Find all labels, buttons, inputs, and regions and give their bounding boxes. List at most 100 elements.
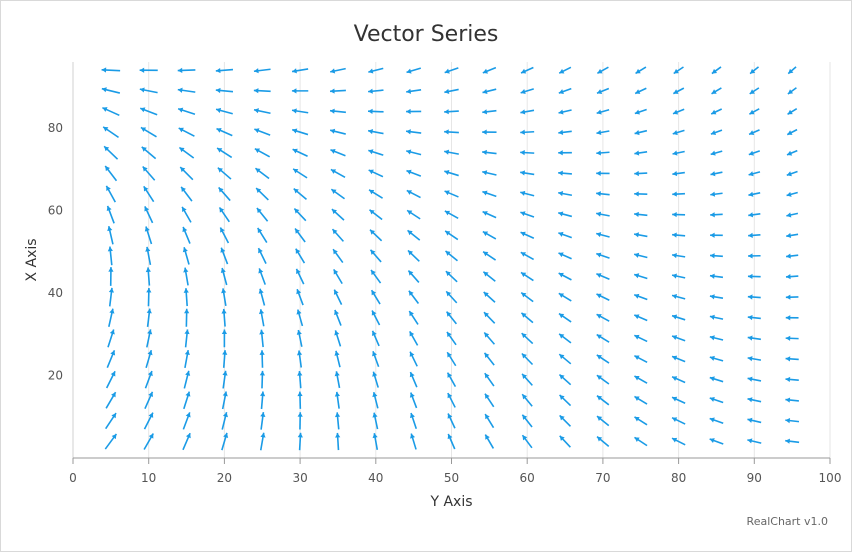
- credit-label: RealChart v1.0: [746, 515, 828, 528]
- vector-arrow: [447, 433, 456, 450]
- vector-arrow: [520, 66, 534, 74]
- vector-arrow: [334, 330, 342, 347]
- vector-arrow: [258, 268, 266, 285]
- vector-arrow: [297, 370, 303, 389]
- vector-arrow: [177, 107, 196, 116]
- vector-arrow: [146, 287, 152, 307]
- vector-arrow: [634, 211, 648, 217]
- vector-arrow: [596, 150, 610, 156]
- vector-arrow: [218, 186, 231, 202]
- vector-arrow: [483, 331, 496, 345]
- vector-arrow: [141, 146, 157, 160]
- vector-arrow: [259, 350, 265, 368]
- vector-arrow: [671, 294, 686, 300]
- vector-arrow: [558, 333, 572, 344]
- vector-arrow: [671, 273, 686, 279]
- vector-arrow: [183, 288, 189, 307]
- vector-arrow: [747, 417, 762, 424]
- vector-arrow: [291, 68, 309, 74]
- vector-arrow: [221, 329, 228, 348]
- vector-arrow: [408, 290, 420, 304]
- vector-arrow: [520, 271, 534, 282]
- vector-arrow: [634, 108, 647, 115]
- vector-arrow: [709, 438, 724, 445]
- vector-arrow: [291, 88, 309, 94]
- vector-arrow: [407, 270, 420, 283]
- vector-arrow: [293, 207, 307, 222]
- vector-arrow: [559, 414, 572, 427]
- vector-arrow: [406, 88, 422, 94]
- vector-arrow: [748, 129, 760, 136]
- vector-arrow: [254, 128, 271, 136]
- vector-arrow: [334, 371, 341, 389]
- vector-arrow: [749, 66, 760, 75]
- vector-arrow: [253, 108, 271, 115]
- vector-arrow: [710, 108, 723, 115]
- vector-arrow: [446, 372, 457, 388]
- y-tick-label: 20: [48, 369, 63, 383]
- vector-arrow: [596, 313, 610, 322]
- vector-arrow: [483, 291, 496, 303]
- vector-arrow: [329, 108, 346, 114]
- vector-arrow: [748, 150, 761, 156]
- vector-arrow: [785, 418, 800, 424]
- vector-arrow: [671, 355, 686, 363]
- vector-arrow: [748, 108, 760, 115]
- vector-arrow: [145, 349, 153, 369]
- vector-arrow: [634, 436, 648, 447]
- vector-arrow: [104, 165, 118, 182]
- vector-arrow: [143, 433, 154, 450]
- vector-arrow: [709, 417, 724, 424]
- vector-arrow: [178, 146, 195, 159]
- vector-arrow: [787, 87, 797, 95]
- vector-arrow: [633, 334, 648, 343]
- vector-arrow: [296, 329, 303, 347]
- vector-arrow: [145, 246, 152, 266]
- vector-arrow: [596, 395, 610, 406]
- vector-arrow: [787, 66, 797, 75]
- vector-arrow: [482, 210, 497, 219]
- vector-arrow: [144, 370, 153, 389]
- vector-arrow: [292, 128, 309, 136]
- vector-arrow: [596, 273, 610, 280]
- vector-arrow: [786, 191, 798, 197]
- vector-arrow: [748, 253, 761, 259]
- vector-arrow: [182, 412, 191, 430]
- vector-arrow: [633, 252, 648, 259]
- vector-arrow: [786, 128, 798, 136]
- vector-arrow: [369, 229, 383, 242]
- vector-arrow: [710, 150, 723, 156]
- vector-arrow: [747, 294, 761, 300]
- vector-arrow: [633, 232, 648, 238]
- vector-arrow: [596, 129, 610, 136]
- vector-arrow: [139, 67, 158, 73]
- vector-arrow: [711, 66, 722, 75]
- vector-arrow: [219, 227, 230, 244]
- vector-arrow: [709, 396, 724, 404]
- vector-arrow: [104, 433, 118, 450]
- vector-arrow: [521, 414, 533, 428]
- vector-arrow: [368, 88, 384, 94]
- vector-arrow: [786, 253, 799, 259]
- vector-arrow: [406, 149, 422, 156]
- vector-arrow: [103, 145, 119, 160]
- vector-arrow: [369, 209, 383, 221]
- vector-arrow: [410, 433, 417, 450]
- vector-arrow: [444, 88, 459, 94]
- vector-arrow: [748, 232, 761, 238]
- vector-arrow: [102, 126, 119, 139]
- vector-arrow: [672, 108, 685, 115]
- vector-arrow: [101, 87, 121, 94]
- vector-arrow: [596, 170, 610, 176]
- vector-arrow: [634, 150, 648, 156]
- vector-arrow: [672, 150, 685, 156]
- vector-arrow: [333, 268, 343, 285]
- x-tick-label: 80: [671, 471, 686, 485]
- vector-arrow: [444, 149, 459, 155]
- vector-arrow: [292, 148, 308, 157]
- vector-arrow: [184, 329, 190, 348]
- vector-arrow: [672, 129, 685, 136]
- vector-arrow: [445, 311, 458, 325]
- vector-arrow: [709, 376, 724, 383]
- vector-arrow: [221, 412, 229, 430]
